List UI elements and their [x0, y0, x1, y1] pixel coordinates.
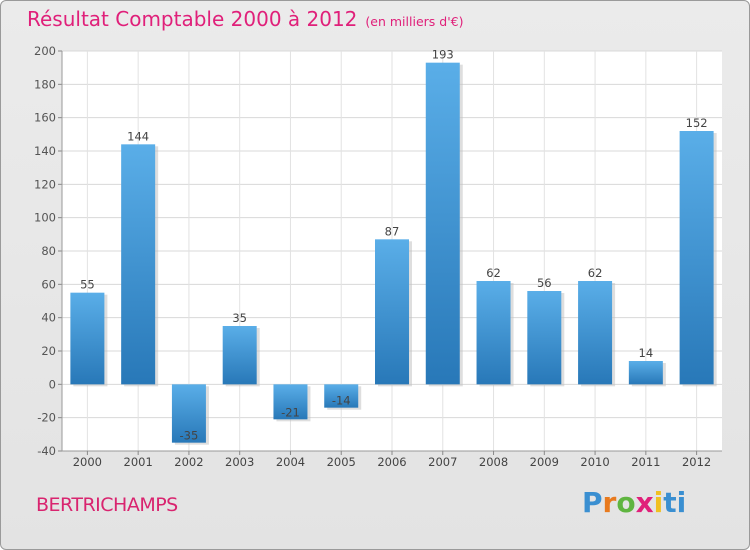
y-tick-label: 200: [34, 44, 56, 58]
x-tick-label: 2001: [124, 455, 153, 469]
y-tick-label: 160: [34, 111, 56, 125]
data-label: 55: [80, 278, 95, 292]
x-tick-label: 2006: [377, 455, 406, 469]
data-label: 152: [686, 116, 708, 130]
data-label: 14: [639, 346, 654, 360]
bar-2000: [70, 292, 105, 385]
x-tick-label: 2012: [682, 455, 711, 469]
bar-2009: [527, 291, 562, 385]
y-tick-label: -20: [37, 411, 56, 425]
chart-title: Résultat Comptable 2000 à 2012 (en millie…: [27, 7, 463, 31]
bar-2010: [578, 281, 613, 385]
y-tick-label: 40: [41, 311, 56, 325]
bar-2002: [171, 384, 206, 443]
bar-2008: [476, 281, 511, 385]
commune-name: BERTRICHAMPS: [36, 494, 178, 516]
bar-2011: [628, 361, 663, 385]
x-tick-label: 2009: [530, 455, 559, 469]
y-tick-label: 140: [34, 144, 56, 158]
proxiti-logo: Proxiti: [582, 486, 687, 519]
bar-2007: [425, 62, 460, 385]
x-tick-label: 2003: [225, 455, 254, 469]
data-label: 87: [385, 224, 400, 238]
x-tick-label: 2008: [479, 455, 508, 469]
y-tick-label: 180: [34, 77, 56, 91]
x-tick-label: 2004: [276, 455, 305, 469]
bar-2005: [324, 384, 359, 408]
title-unit: (en milliers d'€): [365, 14, 464, 29]
x-tick-label: 2007: [428, 455, 457, 469]
x-tick-label: 2010: [580, 455, 609, 469]
x-tick-label: 2002: [174, 455, 203, 469]
y-tick-label: 80: [41, 244, 56, 258]
x-tick-label: 2000: [73, 455, 102, 469]
data-label: 193: [432, 48, 454, 62]
data-label: 35: [232, 311, 247, 325]
bar-2012: [679, 131, 714, 385]
title-text: Résultat Comptable 2000 à 2012: [27, 7, 358, 31]
data-label: 62: [588, 266, 603, 280]
data-label: 56: [537, 276, 552, 290]
y-tick-label: -40: [37, 444, 56, 458]
bar-2004: [273, 384, 308, 420]
x-tick-label: 2005: [327, 455, 356, 469]
bar-2003: [222, 326, 257, 385]
y-tick-label: 0: [49, 377, 56, 391]
data-label: -14: [332, 394, 351, 408]
bar-2006: [375, 239, 409, 385]
bar-2001: [121, 144, 156, 385]
data-label: 62: [486, 266, 501, 280]
x-tick-label: 2011: [631, 455, 660, 469]
data-label: -35: [180, 429, 199, 443]
y-tick-label: 60: [41, 277, 56, 291]
data-label: 144: [127, 129, 149, 143]
y-tick-label: 20: [41, 344, 56, 358]
y-tick-label: 100: [34, 211, 56, 225]
y-tick-label: 120: [34, 177, 56, 191]
data-label: -21: [281, 405, 300, 419]
